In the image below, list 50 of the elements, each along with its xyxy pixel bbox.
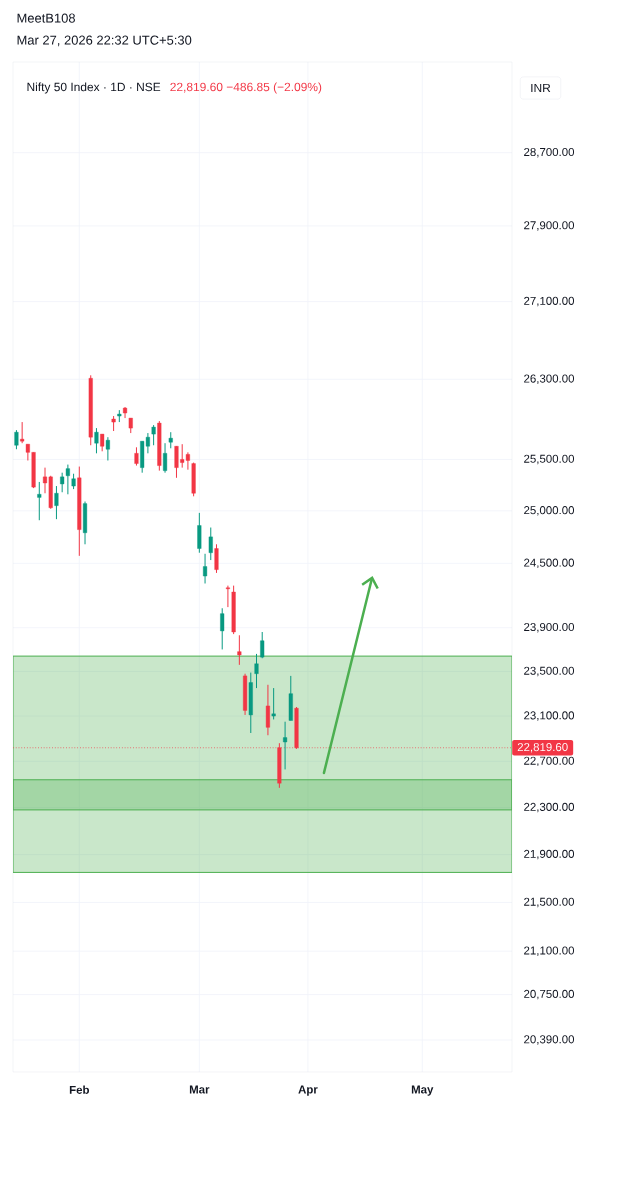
candlestick: [37, 481, 42, 521]
y-tick-label: 21,900.00: [524, 849, 575, 860]
candlestick: [163, 442, 168, 474]
text: Nifty 50 Index · 1D · NSE: [27, 82, 161, 94]
candlestick: [220, 607, 225, 650]
y-tick-label: 23,100.00: [524, 711, 575, 721]
candlestick: [260, 631, 265, 659]
candlestick: [65, 464, 70, 495]
candlestick: [208, 527, 213, 561]
text: Mar 27, 2026 22:32 UTC+5:30: [17, 35, 192, 47]
y-tick-label: 28,700.00: [524, 147, 575, 158]
ref-line-label: 22,819.60: [517, 743, 568, 753]
y-tick-label: 22,300.00: [524, 802, 575, 813]
y-tick-label: 25,500.00: [524, 454, 575, 465]
text: 22,819.60 −486.85 (−2.09%): [170, 82, 322, 94]
candlestick: [151, 424, 156, 446]
y-tick-label: 27,900.00: [524, 221, 575, 231]
candlestick: [271, 687, 276, 720]
x-tick-label: Mar: [189, 1085, 210, 1094]
candlestick: [54, 485, 59, 520]
y-tick-label: 26,300.00: [524, 374, 575, 384]
candlestick: [20, 421, 25, 444]
x-tick-label: Feb: [69, 1085, 90, 1094]
y-tick-label: 24,500.00: [524, 558, 575, 569]
candlestick: [225, 585, 230, 608]
y-tick-label: 23,500.00: [524, 666, 575, 677]
y-tick-label: 27,100.00: [524, 296, 575, 307]
candlestick: [60, 472, 65, 493]
candlestick: [203, 553, 208, 584]
y-tick-label: 22,700.00: [524, 756, 575, 767]
y-tick-label: 23,900.00: [524, 622, 575, 633]
y-axis-title: INR: [531, 83, 551, 93]
candlestick: [197, 512, 202, 554]
candlestick: [105, 436, 110, 461]
candlestick: [265, 684, 270, 736]
y-tick-label: 21,100.00: [524, 946, 575, 956]
candlestick: [134, 446, 139, 467]
y-tick-label: 20,390.00: [524, 1035, 575, 1045]
x-tick-label: Apr: [298, 1085, 318, 1096]
text: MeetB108: [17, 13, 75, 23]
candlestick: [237, 634, 242, 666]
y-tick-label: 25,000.00: [524, 506, 575, 516]
candlestick: [214, 543, 219, 574]
y-tick-label: 21,500.00: [524, 897, 575, 908]
candlestick: [94, 427, 99, 454]
candlestick: [254, 653, 259, 689]
x-tick-label: May: [411, 1085, 434, 1096]
y-tick-label: 20,750.00: [524, 989, 575, 1000]
candlestick: [283, 721, 288, 770]
candlestick: [14, 429, 19, 450]
